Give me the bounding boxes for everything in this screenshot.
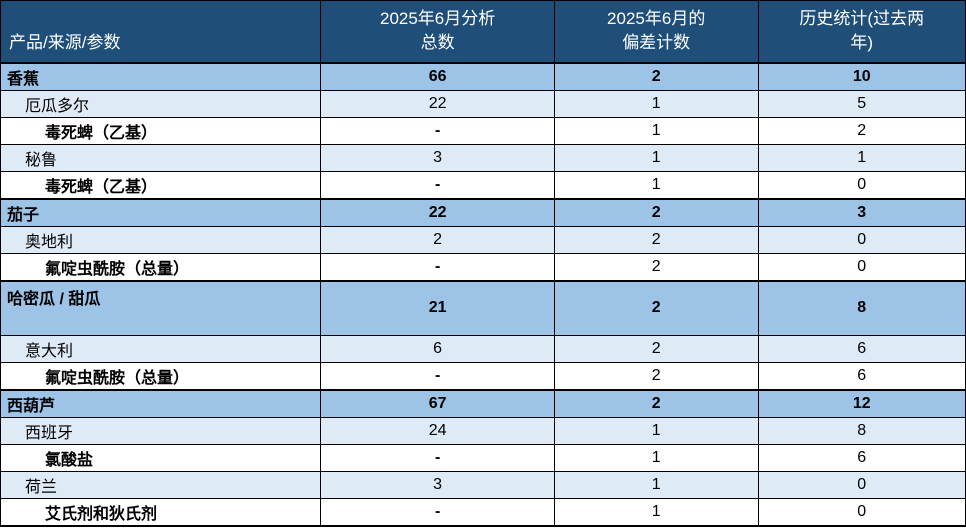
row-label-cell: 哈密瓜 / 甜瓜 (0, 279, 322, 336)
row-label-cell: 香蕉 (0, 61, 322, 91)
table-row-parameter: 氯酸盐 -1 6 (0, 444, 966, 472)
column-header-history-stats: 历史统计(过去两 年) (757, 0, 966, 64)
row-label-cell: 厄瓜多尔 (0, 89, 322, 118)
row-analyzed-cell: 67 (320, 389, 555, 418)
row-analyzed-cell: 22 (320, 197, 555, 227)
row-deviations-cell: 1 (553, 444, 759, 472)
row-history-cell: 0 (757, 225, 966, 254)
row-analyzed-cell: 66 (320, 61, 555, 91)
row-analyzed-cell: 3 (320, 471, 555, 499)
header-row: 产品/来源/参数 2025年6月分析 总数 2025年6月的 偏差计数 历史统计… (0, 0, 966, 64)
row-label-cell: 艾氏剂和狄氏剂 (0, 498, 322, 527)
row-label-cell: 毒死蜱（乙基） (0, 116, 322, 145)
table-row-parameter: 氟啶虫酰胺（总量） -2 6 (0, 362, 966, 391)
row-analyzed-cell: - (320, 170, 555, 199)
row-analyzed-cell: 3 (320, 143, 555, 172)
row-analyzed-cell: 24 (320, 417, 555, 445)
row-deviations-cell: 2 (553, 61, 759, 91)
table-row-parameter: 艾氏剂和狄氏剂 -1 0 (0, 498, 966, 527)
row-history-cell: 5 (757, 89, 966, 118)
row-analyzed-cell: - (320, 362, 555, 391)
row-history-cell: 0 (757, 471, 966, 499)
row-deviations-cell: 1 (553, 170, 759, 199)
row-label-cell: 秘鲁 (0, 143, 322, 172)
row-deviations-cell: 1 (553, 417, 759, 445)
row-history-cell: 0 (757, 170, 966, 199)
row-deviations-cell: 2 (553, 362, 759, 391)
table-row-category: 香蕉 66 2 10 (0, 61, 966, 91)
row-label-cell: 荷兰 (0, 471, 322, 499)
row-deviations-cell: 1 (553, 116, 759, 145)
row-history-cell: 2 (757, 116, 966, 145)
column-header-product-source-parameter: 产品/来源/参数 (0, 0, 322, 64)
table-row-source: 奥地利 2 2 0 (0, 225, 966, 254)
row-deviations-cell: 2 (553, 225, 759, 254)
row-label-cell: 氟啶虫酰胺（总量） (0, 362, 322, 391)
row-history-cell: 6 (757, 362, 966, 391)
table-row-parameter: 毒死蜱（乙基） -1 2 (0, 116, 966, 145)
column-header-deviation-count: 2025年6月的 偏差计数 (553, 0, 759, 64)
table-row-source: 秘鲁 3 1 1 (0, 143, 966, 172)
table-row-category: 西葫芦 67 2 12 (0, 389, 966, 418)
table-row-source: 荷兰 3 1 0 (0, 471, 966, 499)
row-deviations-cell: 1 (553, 143, 759, 172)
row-deviations-cell: 1 (553, 471, 759, 499)
row-history-cell: 8 (757, 279, 966, 336)
row-deviations-cell: 1 (553, 498, 759, 527)
row-label-cell: 茄子 (0, 197, 322, 227)
row-analyzed-cell: 22 (320, 89, 555, 118)
column-header-analyzed-total: 2025年6月分析 总数 (320, 0, 555, 64)
row-analyzed-cell: - (320, 116, 555, 145)
row-history-cell: 3 (757, 197, 966, 227)
table-row-source: 西班牙 24 1 8 (0, 417, 966, 445)
row-deviations-cell: 2 (553, 279, 759, 336)
row-label-cell: 西葫芦 (0, 389, 322, 418)
row-analyzed-cell: 2 (320, 225, 555, 254)
row-deviations-cell: 1 (553, 89, 759, 118)
row-analyzed-cell: - (320, 252, 555, 281)
row-deviations-cell: 2 (553, 335, 759, 363)
row-analyzed-cell: 6 (320, 335, 555, 363)
row-label-cell: 意大利 (0, 335, 322, 363)
table-body: 香蕉 66 2 10 厄瓜多尔 22 1 5 毒死蜱（乙基） -1 2 秘鲁 3 1 1 毒死蜱（乙基） -1 0… (0, 61, 966, 527)
row-label-cell: 西班牙 (0, 417, 322, 445)
row-label-cell: 毒死蜱（乙基） (0, 170, 322, 199)
table-row-category: 茄子 22 2 3 (0, 197, 966, 227)
row-analyzed-cell: 21 (320, 279, 555, 336)
table-row-parameter: 毒死蜱（乙基） -1 0 (0, 170, 966, 199)
table-row-category: 哈密瓜 / 甜瓜 21 2 8 (0, 279, 966, 336)
row-deviations-cell: 2 (553, 389, 759, 418)
row-label-cell: 氟啶虫酰胺（总量） (0, 252, 322, 281)
row-history-cell: 0 (757, 498, 966, 527)
row-deviations-cell: 2 (553, 252, 759, 281)
row-analyzed-cell: - (320, 444, 555, 472)
row-history-cell: 0 (757, 252, 966, 281)
row-history-cell: 12 (757, 389, 966, 418)
row-history-cell: 10 (757, 61, 966, 91)
row-deviations-cell: 2 (553, 197, 759, 227)
row-history-cell: 6 (757, 335, 966, 363)
row-label-cell: 奥地利 (0, 225, 322, 254)
row-history-cell: 8 (757, 417, 966, 445)
row-analyzed-cell: - (320, 498, 555, 527)
table-row-parameter: 氟啶虫酰胺（总量） -2 0 (0, 252, 966, 281)
row-history-cell: 6 (757, 444, 966, 472)
row-label-cell: 氯酸盐 (0, 444, 322, 472)
row-history-cell: 1 (757, 143, 966, 172)
table-row-source: 厄瓜多尔 22 1 5 (0, 89, 966, 118)
table-row-source: 意大利 6 2 6 (0, 335, 966, 363)
